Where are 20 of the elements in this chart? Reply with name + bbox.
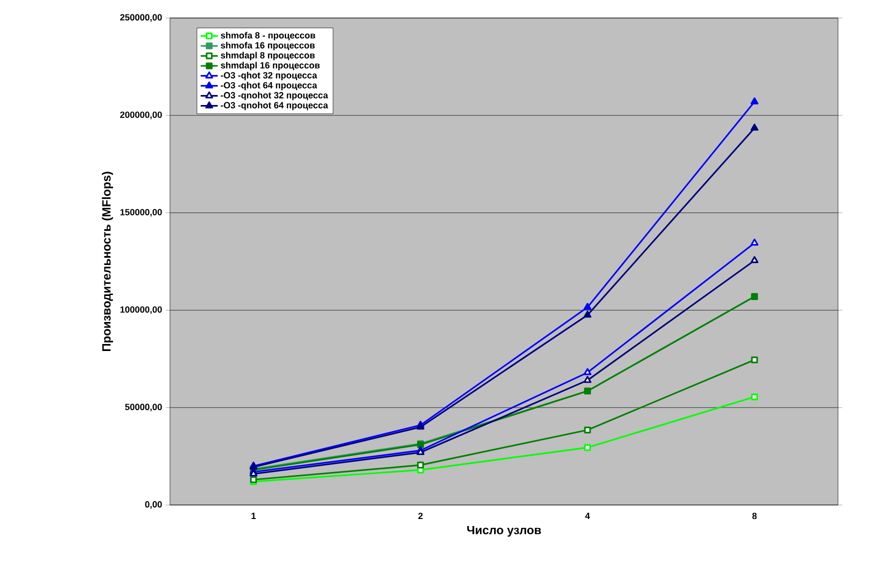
- x-tick-label: 1: [252, 512, 256, 519]
- x-tick-label: 4: [585, 512, 590, 519]
- x-tick-label: 2: [418, 512, 423, 520]
- legend-label: -O3 -qnohot 64 процесса: [220, 102, 328, 110]
- legend-label: -O3 -qnohot 32 процесса: [220, 92, 328, 100]
- y-tick-label: 250000,00: [120, 14, 162, 22]
- y-tick-label: 0,00: [145, 501, 162, 509]
- legend-label: shmdapl 8 процессов: [220, 52, 315, 60]
- y-tick-label: 100000,00: [120, 306, 162, 314]
- y-axis-title: Производительность (MFlops): [102, 172, 114, 351]
- legend-label: shmdapl 16 процессов: [220, 62, 320, 70]
- y-tick-label: 200000,00: [120, 112, 162, 120]
- legend-label: -O3 -qhot 64 процесса: [220, 82, 318, 90]
- y-tick-label: 150000,00: [120, 208, 162, 217]
- legend-label: shmofa 16 процессов: [220, 42, 315, 50]
- legend-label: shmofa 8 - процессов: [220, 32, 316, 40]
- x-axis-title: Число узлов: [467, 526, 541, 537]
- legend-label: -O3 -qhot 32 процесса: [220, 72, 318, 80]
- y-tick-label: 50000,00: [125, 404, 162, 412]
- x-tick-label: 8: [752, 512, 757, 520]
